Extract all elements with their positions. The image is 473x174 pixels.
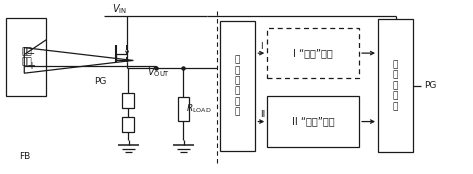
Text: 电
流
感
应
电
路: 电 流 感 应 电 路 — [235, 56, 240, 117]
Text: PG: PG — [425, 81, 437, 90]
Bar — [267, 28, 359, 78]
Bar — [123, 93, 134, 108]
Text: I: I — [260, 42, 263, 51]
Text: 基准
电压: 基准 电压 — [21, 47, 32, 67]
Text: 输
出
级
电
路: 输 出 级 电 路 — [393, 60, 398, 111]
Text: $V_{\mathrm{OUT}}$: $V_{\mathrm{OUT}}$ — [147, 65, 170, 79]
Text: FB: FB — [19, 152, 31, 161]
Text: $V_{\mathrm{IN}}$: $V_{\mathrm{IN}}$ — [112, 2, 127, 16]
Bar — [177, 97, 189, 121]
Bar — [6, 18, 46, 96]
Text: II “中断”模式: II “中断”模式 — [292, 117, 334, 126]
Bar — [123, 117, 134, 132]
Text: +: + — [27, 61, 35, 71]
Text: $R_{\mathrm{LOAD}}$: $R_{\mathrm{LOAD}}$ — [186, 103, 211, 115]
Text: −: − — [27, 49, 35, 60]
Bar — [267, 96, 359, 147]
Bar — [220, 21, 255, 151]
Text: I “屏蔽”模式: I “屏蔽”模式 — [293, 48, 333, 58]
Text: II: II — [260, 110, 265, 119]
Bar — [378, 19, 413, 152]
Text: PG: PG — [95, 77, 107, 86]
